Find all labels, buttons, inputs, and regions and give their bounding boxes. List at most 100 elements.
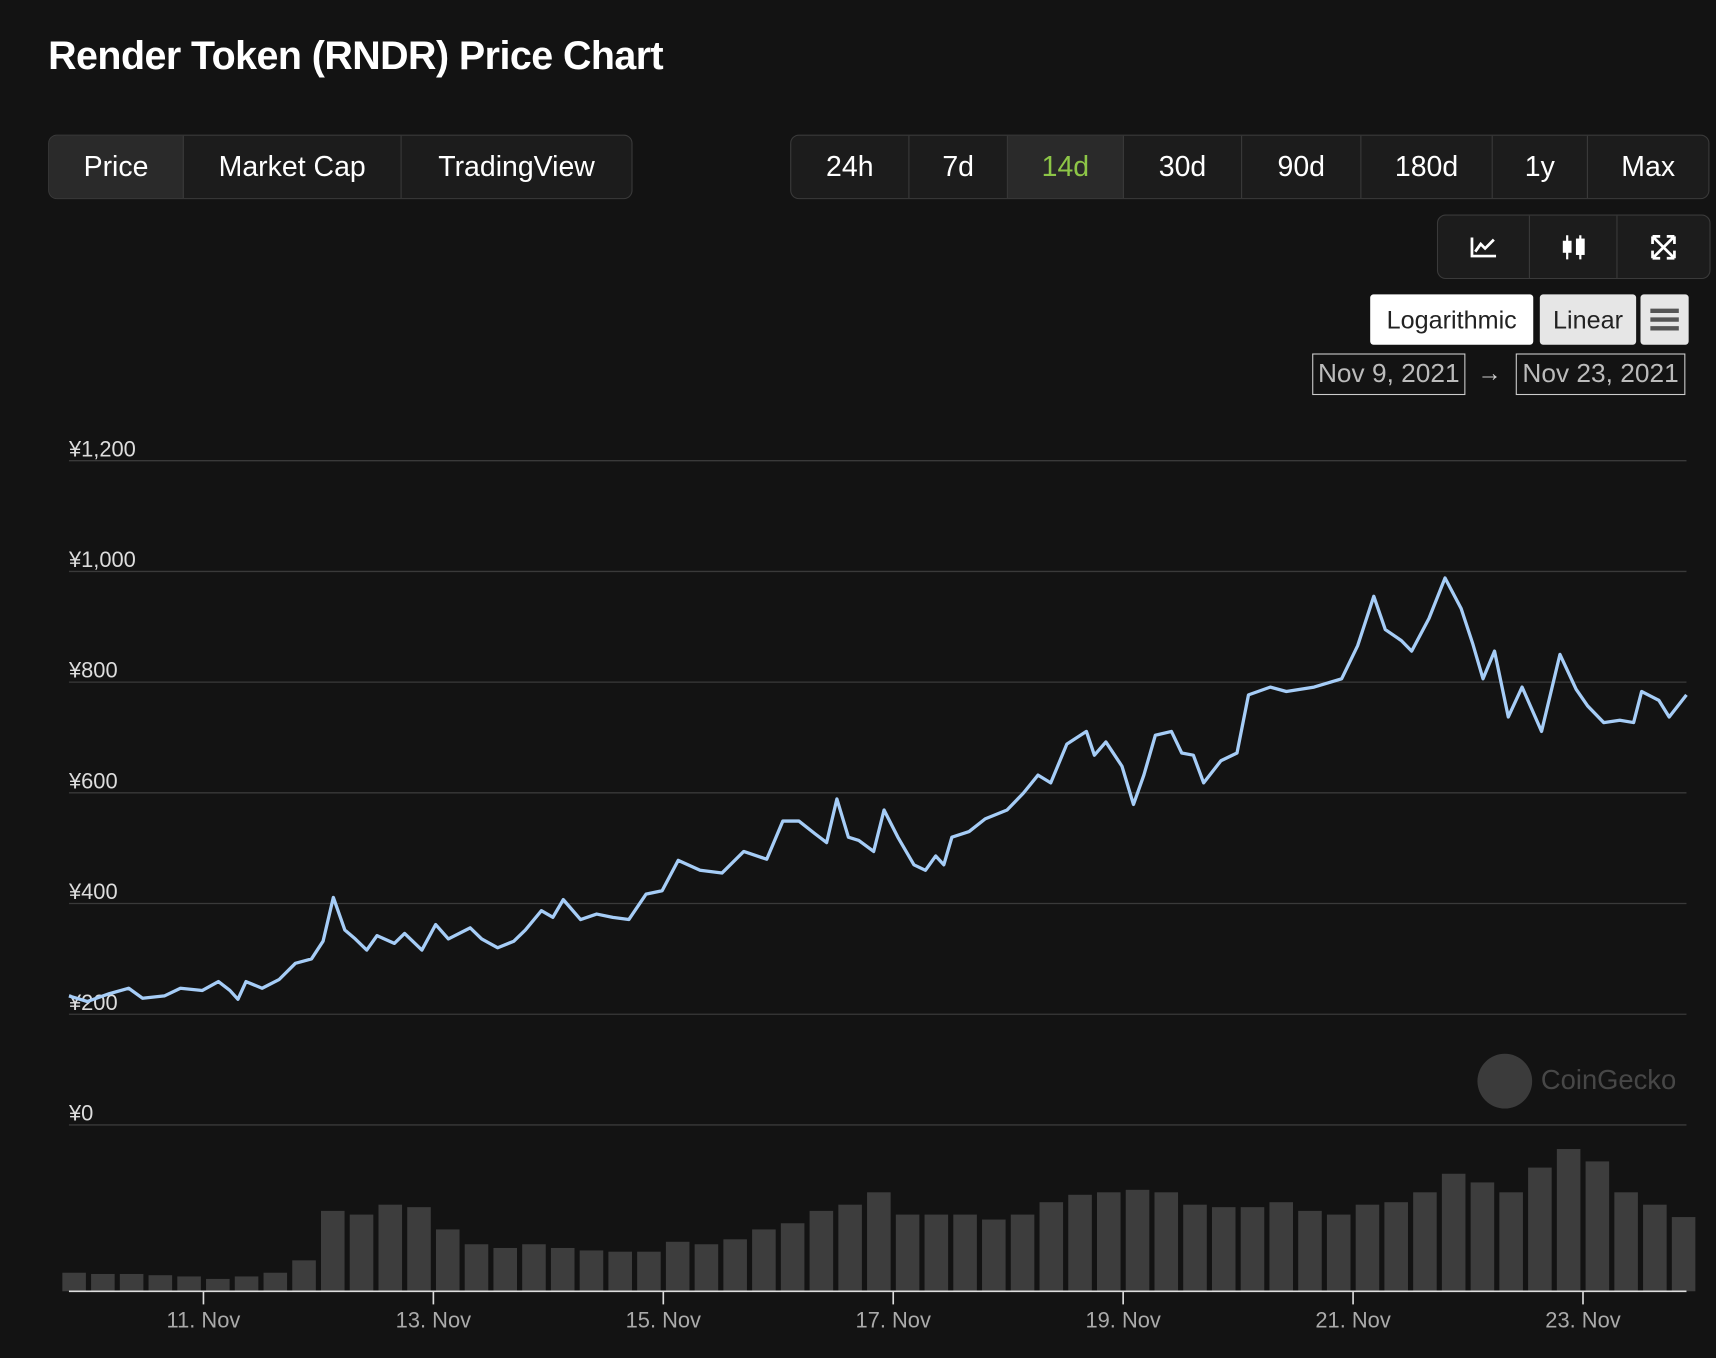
volume-bar — [119, 1273, 144, 1292]
volume-bar — [1269, 1202, 1294, 1292]
x-tick-label: 15. Nov — [626, 1307, 701, 1332]
volume-bar — [637, 1251, 661, 1292]
range-button[interactable]: 90d — [1242, 135, 1362, 199]
volume-bar — [579, 1250, 604, 1292]
volume-bar — [407, 1207, 431, 1292]
volume-bar — [895, 1214, 920, 1292]
volume-bar — [1154, 1192, 1179, 1292]
date-arrow: → — [1477, 358, 1502, 387]
watermark-text: CoinGecko — [1541, 1064, 1676, 1095]
volume-bar — [1211, 1207, 1236, 1292]
volume-bar — [838, 1204, 862, 1292]
volume-bar — [1441, 1173, 1466, 1292]
volume-bar — [1528, 1167, 1552, 1292]
range-button[interactable]: 180d — [1361, 135, 1493, 199]
page-title: Render Token (RNDR) Price Chart — [48, 32, 664, 78]
menu-icon — [1650, 308, 1679, 331]
volume-bar — [1671, 1217, 1696, 1292]
volume-bar — [349, 1214, 374, 1292]
volume-bar — [1068, 1194, 1092, 1292]
date-from[interactable]: Nov 9, 2021 — [1312, 353, 1466, 396]
volume-bar — [493, 1247, 518, 1292]
y-tick-label: ¥1,000 — [68, 547, 136, 572]
volume-bar — [924, 1214, 949, 1292]
volume-bar — [321, 1210, 345, 1292]
tab-button[interactable]: Price — [49, 135, 184, 199]
volume-bar — [62, 1272, 86, 1292]
volume-bar — [148, 1275, 173, 1292]
volume-bar — [1614, 1192, 1638, 1292]
volume-bar — [1384, 1202, 1408, 1292]
volume-bar — [608, 1251, 632, 1292]
log-button[interactable]: Logarithmic — [1370, 294, 1534, 345]
range-group: 24h 7d 14d 30d 90d 180d 1y Max — [790, 134, 1710, 200]
volume-bar — [982, 1219, 1006, 1292]
range-button[interactable]: 14d — [1007, 135, 1124, 199]
tab-button[interactable]: TradingView — [438, 149, 595, 183]
x-tick-label: 19. Nov — [1085, 1307, 1160, 1332]
y-tick-label: ¥800 — [68, 658, 118, 683]
volume-bar — [1039, 1202, 1064, 1292]
volume-bar — [1413, 1192, 1437, 1292]
volume-bar — [1298, 1210, 1322, 1292]
range-button[interactable]: 30d — [1124, 135, 1243, 199]
range-button[interactable]: Max — [1621, 149, 1676, 183]
x-tick-label: 23. Nov — [1545, 1307, 1620, 1332]
volume-bar — [752, 1229, 776, 1292]
x-tick-label: 21. Nov — [1315, 1307, 1390, 1332]
volume-bar — [953, 1214, 977, 1292]
y-tick-label: ¥0 — [68, 1101, 93, 1126]
volume-bar — [435, 1229, 460, 1292]
volume-bar — [1355, 1204, 1380, 1292]
volume-bar — [1125, 1189, 1150, 1292]
y-tick-label: ¥600 — [68, 768, 118, 793]
x-tick-label: 17. Nov — [856, 1307, 931, 1332]
volume-bar — [1183, 1204, 1207, 1292]
linear-button[interactable]: Linear — [1539, 294, 1637, 345]
menu-button[interactable] — [1640, 294, 1689, 345]
date-to[interactable]: Nov 23, 2021 — [1515, 353, 1686, 396]
volume-bar — [780, 1223, 805, 1292]
volume-bar — [234, 1276, 259, 1292]
volume-bar — [1643, 1204, 1667, 1292]
volume-bar — [522, 1244, 546, 1292]
candlestick-button[interactable] — [1530, 215, 1618, 278]
volume-bar — [550, 1247, 575, 1292]
volume-bar — [723, 1239, 747, 1292]
line-chart-button[interactable] — [1438, 215, 1530, 278]
line-icon — [1470, 236, 1496, 257]
volume-bar — [177, 1276, 201, 1292]
volume-bar — [1096, 1192, 1121, 1292]
volume-bar — [867, 1192, 891, 1292]
volume-bar — [1010, 1214, 1035, 1292]
volume-bar — [464, 1244, 489, 1292]
volume-bar — [1556, 1149, 1581, 1292]
watermark: CoinGecko — [1477, 1053, 1676, 1109]
volume-bar — [378, 1204, 403, 1292]
volume-bar — [91, 1273, 115, 1292]
tab-group: Price Market Cap TradingView — [48, 134, 633, 200]
volume-bar — [1326, 1214, 1351, 1292]
range-button[interactable]: 24h — [791, 135, 910, 199]
range-button[interactable]: 1y — [1493, 135, 1588, 199]
range-button[interactable]: 7d — [909, 135, 1008, 199]
expand-icon — [1651, 234, 1676, 260]
price-line — [68, 576, 1688, 1004]
volume-bar — [1470, 1182, 1495, 1292]
tab-button[interactable]: Market Cap — [184, 135, 402, 199]
chart-type-group — [1436, 214, 1711, 280]
volume-bar — [206, 1278, 230, 1292]
x-tick-label: 11. Nov — [167, 1307, 241, 1332]
x-tick-label: 13. Nov — [396, 1307, 471, 1332]
volume-bar — [292, 1260, 316, 1292]
volume-bar — [694, 1244, 719, 1292]
candle-icon — [1562, 234, 1585, 259]
volume-bar — [1240, 1207, 1265, 1292]
volume-bar — [1585, 1161, 1610, 1292]
volume-bar — [809, 1210, 834, 1292]
fullscreen-button[interactable] — [1618, 216, 1710, 278]
volume-bar — [665, 1241, 690, 1292]
